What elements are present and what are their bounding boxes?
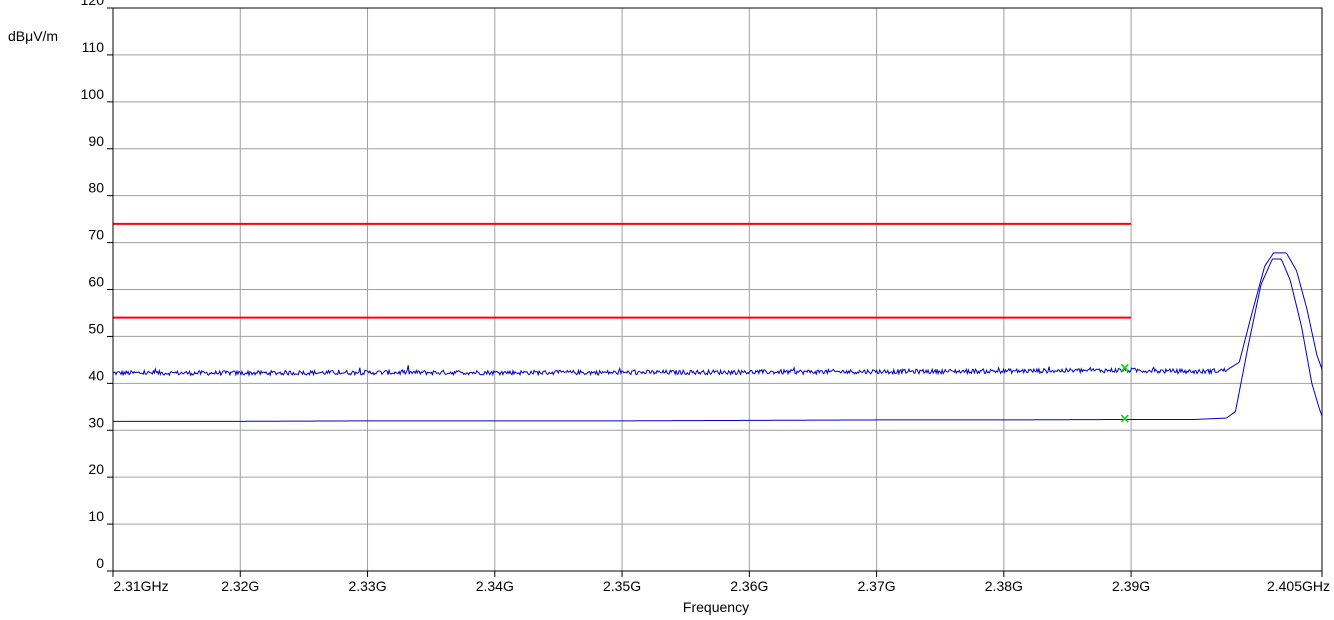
x-tick-label: 2.405GHz [1267,578,1330,594]
y-tick-label: 70 [88,227,104,243]
y-tick-label: 10 [88,508,104,524]
y-tick-label: 80 [88,180,104,196]
traces [112,252,1323,422]
y-tick-label: 120 [81,0,105,8]
x-tick-label: 2.34G [476,578,514,594]
markers [1120,363,1129,423]
y-axis-ticks: 0 10 20 30 40 50 60 70 80 90 100 110 120 [81,0,113,572]
marker-cross [1120,363,1129,372]
x-tick-label: 2.32G [221,578,259,594]
x-axis-label: Frequency [683,599,749,615]
y-tick-label: 40 [88,367,104,383]
y-tick-label: 0 [96,555,104,571]
y-axis-label: dBμV/m [8,28,58,44]
x-tick-label: 2.37G [858,578,896,594]
y-tick-label: 60 [88,274,104,290]
y-tick-label: 50 [88,320,104,336]
grid [113,8,1322,571]
x-tick-label: 2.31GHz [113,578,168,594]
limit-lines [113,222,1132,319]
marker-cross [1120,414,1129,423]
y-tick-label: 100 [81,86,105,102]
y-tick-label: 110 [82,39,105,55]
trace-1 [112,252,1323,377]
x-tick-label: 2.39G [1112,578,1150,594]
y-tick-label: 30 [88,414,104,430]
x-tick-label: 2.33G [348,578,386,594]
trace-2 [113,258,1323,422]
y-tick-label: 20 [88,461,104,477]
x-tick-label: 2.36G [730,578,768,594]
x-axis-ticks: 2.31GHz 2.32G 2.33G 2.34G 2.35G 2.36G 2.37G 2.3… [112,571,1330,594]
y-tick-label: 90 [88,133,104,149]
x-tick-label: 2.38G [985,578,1023,594]
x-tick-label: 2.35G [603,578,641,594]
